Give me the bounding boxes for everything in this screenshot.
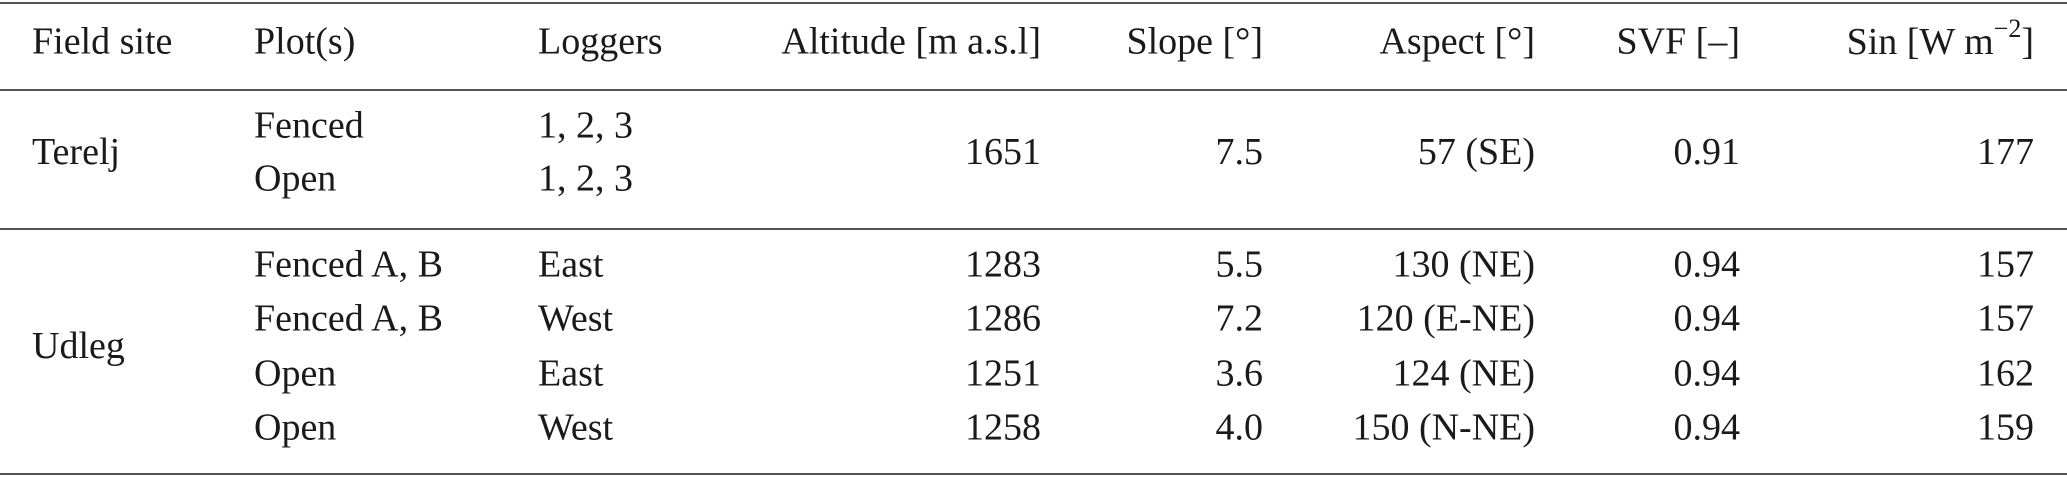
cell: 159 [1977,407,2034,449]
cell: 7.2 [1216,298,1264,340]
cell: 120 (E-NE) [1357,298,1535,340]
cell: 4.0 [1216,407,1264,449]
cell: Fenced A, B [254,244,443,286]
cell: 0.91 [1674,131,1741,173]
cell: 157 [1977,298,2034,340]
cell: Open [254,158,336,200]
cell: East [538,244,604,286]
cell: 150 (N-NE) [1352,407,1535,449]
cell: 1651 [965,131,1041,173]
header-text: ] [2021,21,2034,63]
cell: 1, 2, 3 [538,158,633,200]
cell: West [538,407,613,449]
cell: 130 (NE) [1393,244,1535,286]
cell: West [538,298,613,340]
cell: 5.5 [1216,244,1264,286]
cell: 0.94 [1674,298,1741,340]
cell: Fenced A, B [254,298,443,340]
cell: 1251 [965,353,1041,395]
cell: 0.94 [1674,244,1741,286]
cell: 0.94 [1674,407,1741,449]
header-superscript: −2 [1994,14,2022,43]
cell: 57 (SE) [1418,131,1535,173]
cell: 3.6 [1216,353,1264,395]
cell: 0.94 [1674,353,1741,395]
column-header: Sin [W m−2] [1847,14,2034,63]
column-header: SVF [–] [1616,21,1740,63]
column-header: Loggers [538,21,663,63]
cell: Open [254,353,336,395]
cell: Open [254,407,336,449]
column-header: Field site [32,21,172,63]
cell: 7.5 [1216,131,1264,173]
header-text: Sin [W m [1847,21,1994,63]
cell: 1283 [965,244,1041,286]
field-site: Udleg [32,325,125,367]
cell: 1286 [965,298,1041,340]
cell: 157 [1977,244,2034,286]
column-header: Plot(s) [254,21,355,63]
column-header: Slope [°] [1126,21,1263,63]
cell: Fenced [254,105,364,147]
field-site: Terelj [32,131,120,173]
column-header: Altitude [m a.s.l] [781,21,1041,63]
cell: 124 (NE) [1393,353,1535,395]
cell: 1258 [965,407,1041,449]
column-header: Aspect [°] [1379,21,1535,63]
cell: 1, 2, 3 [538,105,633,147]
cell: 162 [1977,353,2034,395]
cell: East [538,353,604,395]
cell: 177 [1977,131,2034,173]
